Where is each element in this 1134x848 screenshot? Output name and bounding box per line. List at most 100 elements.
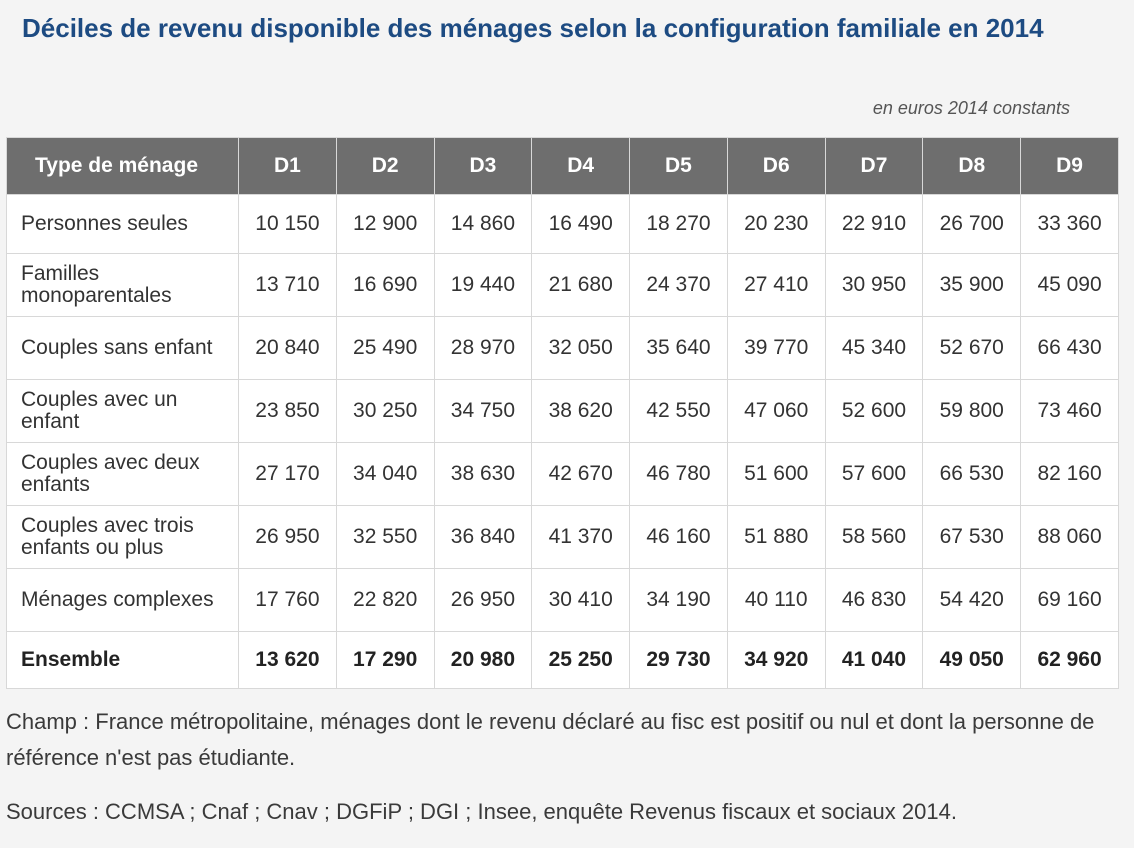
decile-value-cell-d5: 29 730 [629,631,728,689]
decile-value-cell-d6: 51 600 [726,442,826,506]
column-header-d2: D2 [335,137,435,195]
decile-value-cell-d1: 26 950 [238,505,337,569]
decile-value-cell-d3: 20 980 [433,631,533,689]
decile-value-cell-d5: 46 160 [629,505,728,569]
column-header-d9: D9 [1020,137,1119,195]
table-row: Couples avec trois enfants ou plus 26 950… [6,505,1119,569]
decile-value-cell-d8: 67 530 [922,505,1022,569]
household-type-cell: Couples avec deux enfants [6,442,239,506]
decile-value-cell-d8: 54 420 [922,568,1022,632]
decile-value-cell-d4: 30 410 [531,568,631,632]
table-row: Couples avec un enfant 23 850 30 250 34 750… [6,379,1119,443]
decile-value-cell-d1: 17 760 [238,568,337,632]
decile-value-cell-d9: 66 430 [1020,316,1119,380]
header-row: Type de ménage D1 D2 D3 D4 D5 D6 D7 D8 D… [6,137,1119,195]
income-deciles-table: Type de ménage D1 D2 D3 D4 D5 D6 D7 D8 D… [6,137,1119,689]
decile-value-cell-d6: 20 230 [726,194,826,254]
decile-value-cell-d8: 49 050 [922,631,1022,689]
column-header-d5: D5 [629,137,728,195]
column-header-d6: D6 [726,137,826,195]
household-type-cell: Personnes seules [6,194,239,254]
decile-value-cell-d1: 10 150 [238,194,337,254]
decile-value-cell-d2: 30 250 [335,379,435,443]
column-header-d8: D8 [922,137,1022,195]
household-type-cell: Ménages complexes [6,568,239,632]
decile-value-cell-d7: 30 950 [824,253,924,317]
decile-value-cell-d5: 46 780 [629,442,728,506]
table-row: Personnes seules 10 150 12 900 14 860 16 490… [6,194,1119,254]
decile-value-cell-d8: 26 700 [922,194,1022,254]
decile-value-cell-d3: 26 950 [433,568,533,632]
decile-value-cell-d5: 18 270 [629,194,728,254]
decile-value-cell-d8: 52 670 [922,316,1022,380]
decile-value-cell-d8: 35 900 [922,253,1022,317]
decile-value-cell-d1: 20 840 [238,316,337,380]
decile-value-cell-d5: 42 550 [629,379,728,443]
household-type-cell: Couples sans enfant [6,316,239,380]
decile-value-cell-d6: 40 110 [726,568,826,632]
decile-value-cell-d7: 57 600 [824,442,924,506]
decile-value-cell-d2: 25 490 [335,316,435,380]
decile-value-cell-d4: 38 620 [531,379,631,443]
decile-value-cell-d7: 22 910 [824,194,924,254]
decile-value-cell-d2: 17 290 [335,631,435,689]
decile-value-cell-d6: 39 770 [726,316,826,380]
decile-value-cell-d9: 88 060 [1020,505,1119,569]
decile-value-cell-d2: 12 900 [335,194,435,254]
decile-value-cell-d3: 36 840 [433,505,533,569]
decile-value-cell-d4: 21 680 [531,253,631,317]
decile-value-cell-d9: 33 360 [1020,194,1119,254]
column-header-d1: D1 [238,137,337,195]
scope-note: Champ : France métropolitaine, ménages d… [6,709,1095,770]
decile-value-cell-d6: 27 410 [726,253,826,317]
table-row: Couples avec deux enfants 27 170 34 040 38 … [6,442,1119,506]
decile-value-cell-d1: 27 170 [238,442,337,506]
column-header-d7: D7 [824,137,924,195]
decile-value-cell-d4: 42 670 [531,442,631,506]
decile-value-cell-d3: 34 750 [433,379,533,443]
decile-value-cell-d3: 19 440 [433,253,533,317]
decile-value-cell-d4: 32 050 [531,316,631,380]
decile-value-cell-d9: 69 160 [1020,568,1119,632]
decile-value-cell-d8: 59 800 [922,379,1022,443]
decile-value-cell-d8: 66 530 [922,442,1022,506]
decile-value-cell-d4: 25 250 [531,631,631,689]
decile-value-cell-d5: 35 640 [629,316,728,380]
table-row: Familles monoparentales 13 710 16 690 19 44… [6,253,1119,317]
decile-value-cell-d5: 34 190 [629,568,728,632]
decile-value-cell-d7: 58 560 [824,505,924,569]
decile-value-cell-d1: 13 710 [238,253,337,317]
column-header-d4: D4 [531,137,631,195]
decile-value-cell-d6: 51 880 [726,505,826,569]
column-header-type: Type de ménage [6,137,239,195]
household-type-cell: Couples avec trois enfants ou plus [6,505,239,569]
decile-value-cell-d6: 47 060 [726,379,826,443]
decile-value-cell-d6: 34 920 [726,631,826,689]
household-type-cell: Familles monoparentales [6,253,239,317]
decile-value-cell-d4: 16 490 [531,194,631,254]
decile-value-cell-d3: 14 860 [433,194,533,254]
household-type-cell: Couples avec un enfant [6,379,239,443]
decile-value-cell-d2: 22 820 [335,568,435,632]
total-row: Ensemble 13 620 17 290 20 980 25 250 29 730 34… [6,631,1119,689]
table-row: Ménages complexes 17 760 22 820 26 950 30 41… [6,568,1119,632]
unit-note: en euros 2014 constants [872,98,1070,118]
table-row: Couples sans enfant 20 840 25 490 28 970 32 … [6,316,1119,380]
decile-value-cell-d2: 32 550 [335,505,435,569]
column-header-d3: D3 [433,137,533,195]
decile-value-cell-d3: 28 970 [433,316,533,380]
decile-value-cell-d9: 62 960 [1020,631,1119,689]
decile-value-cell-d7: 41 040 [824,631,924,689]
page-title: Déciles de revenu disponible des ménages… [22,13,1044,43]
decile-value-cell-d4: 41 370 [531,505,631,569]
decile-value-cell-d9: 45 090 [1020,253,1119,317]
decile-value-cell-d3: 38 630 [433,442,533,506]
decile-value-cell-d5: 24 370 [629,253,728,317]
decile-value-cell-d1: 23 850 [238,379,337,443]
decile-value-cell-d9: 73 460 [1020,379,1119,443]
decile-value-cell-d1: 13 620 [238,631,337,689]
decile-value-cell-d9: 82 160 [1020,442,1119,506]
sources-note: Sources : CCMSA ; Cnaf ; Cnav ; DGFiP ; … [6,799,957,824]
decile-value-cell-d7: 45 340 [824,316,924,380]
decile-value-cell-d2: 34 040 [335,442,435,506]
